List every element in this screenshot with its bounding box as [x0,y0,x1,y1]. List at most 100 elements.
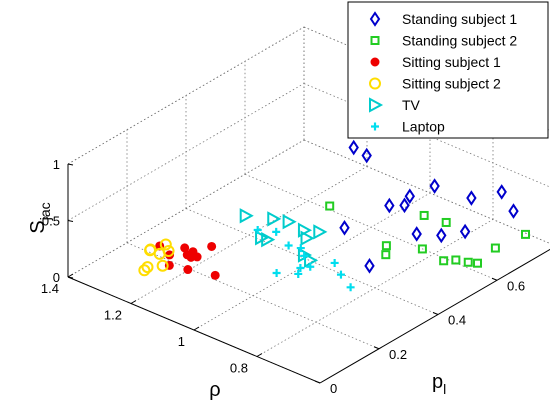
series-laptop [253,226,355,292]
data-point [306,262,315,271]
data-point [261,231,276,248]
series-sitting-subject-2 [138,238,175,277]
data-point [463,257,473,267]
tick-labels: 00.511.41.210.800.20.40.60.8 [41,157,525,396]
gridline-y-floor [303,139,550,244]
gridline-y-floor [244,173,498,281]
y-tick-mark [491,277,498,281]
data-point [339,219,350,236]
data-point [296,263,305,272]
y-axis-line [319,248,550,384]
axes [67,163,550,384]
data-point [429,178,440,194]
box-edge-top-back [67,26,305,165]
legend-box [347,1,549,139]
y-axis-label-sub: l [443,381,446,397]
data-point [399,197,410,214]
series-standing-subject-1 [339,139,519,274]
data-point [300,230,315,246]
svg-text:Sjac: Sjac [27,202,53,233]
legend-label: Standing subject 2 [402,33,517,49]
z-axis-label-main: S [27,220,49,233]
y-tick-label: 0.2 [389,347,407,362]
y-tick-mark [373,346,380,350]
x-tick-label: 1.4 [41,281,59,296]
data-point [272,227,281,236]
z-tick-mark [67,220,74,222]
x-axis-label: ρ [209,379,220,401]
data-point [466,190,477,206]
x-tick-mark [67,273,74,278]
z-axis-label-sub: jac [37,202,53,221]
y-tick-label: 0.4 [448,313,466,328]
legend-label: TV [402,97,421,113]
z-tick-label: 0 [53,270,60,285]
data-point [419,210,429,220]
data-point [284,241,293,250]
y-tick-mark [432,312,439,315]
data-point [451,255,461,265]
legend-label: Sitting subject 2 [402,76,501,92]
data-point [336,270,345,279]
data-point [210,270,220,280]
x-tick-mark [256,353,263,357]
series-sitting-subject-1 [155,241,220,280]
y-axis-label: pl [432,371,446,397]
data-point [521,229,530,239]
legend-label: Standing subject 1 [402,11,517,27]
z-tick-mark [67,163,74,166]
legend-item: TV [369,97,421,113]
data-point [404,188,416,204]
data-point [144,244,157,257]
data-point [348,139,359,156]
legend-item: Sitting subject 2 [369,76,501,92]
y-tick-label: 0 [330,381,337,396]
data-point [459,223,471,240]
data-point [364,258,375,274]
legend-item: Sitting subject 1 [370,54,501,70]
data-point [361,147,372,164]
legend-item: Laptop [371,119,445,135]
gridline-y-floor [126,242,380,350]
data-point [207,241,217,251]
data-point [325,201,335,211]
legend-item: Standing subject 2 [370,33,517,49]
legend-marker [369,77,381,90]
data-point [159,238,172,251]
data-point [439,256,449,266]
data-point [346,283,355,292]
data-point [381,241,391,251]
y-axis-label-main: p [432,371,443,393]
data-point [180,243,190,253]
data-point [313,224,328,240]
series-standing-subject-2 [325,201,530,268]
data-point [490,243,500,253]
data-point [294,269,303,278]
z-tick-label: 0.5 [42,214,60,229]
y-tick-label: 0.6 [507,278,525,293]
data-point [411,226,422,242]
y-tick-mark [314,380,321,384]
data-point [384,197,395,214]
legend-marker [369,11,381,27]
legend-item: Standing subject 1 [369,11,517,27]
data-point [162,245,175,258]
legend-marker [370,36,380,45]
x-tick-label: 0.8 [230,361,248,376]
data-point [330,258,339,267]
z-tick-mark [67,276,74,279]
data-point [272,269,281,278]
data-point [436,227,447,244]
data-point [156,259,169,272]
legend-marker [370,57,380,67]
data-point [253,226,262,235]
x-tick-mark [193,326,200,331]
legend: Standing subject 1 Standing subject 2 Sitt… [347,1,549,139]
x-tick-mark [130,300,137,304]
data-point [417,244,427,254]
data-point [296,244,305,253]
x-tick-label: 1.2 [104,308,122,323]
data-point [300,251,309,260]
data-point [138,264,151,277]
